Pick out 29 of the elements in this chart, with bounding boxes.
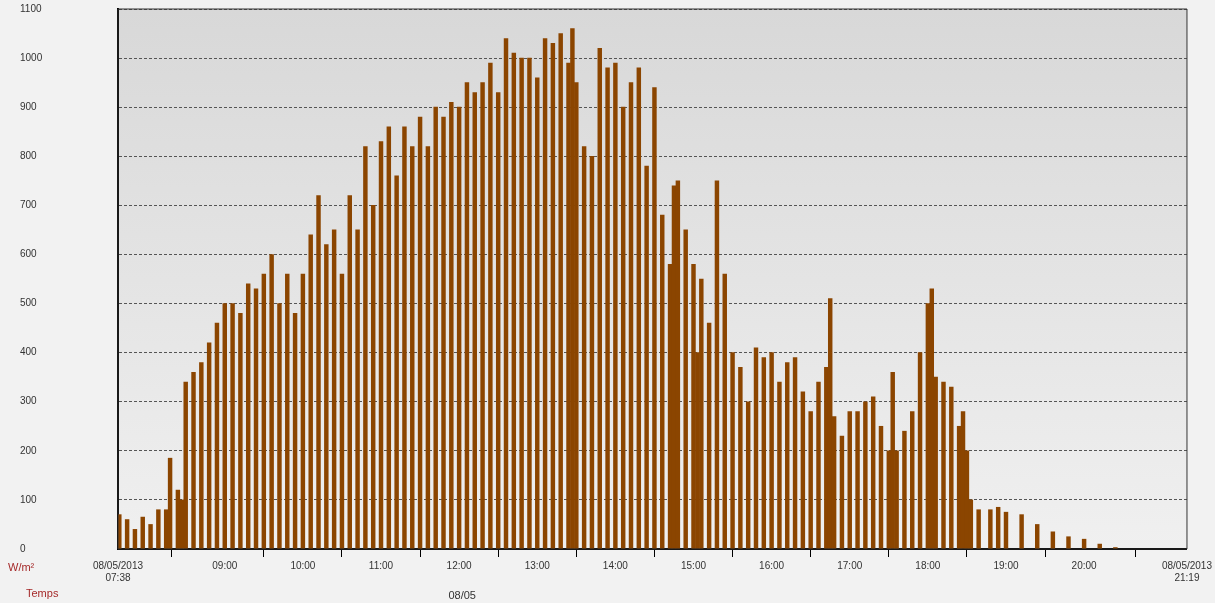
x-tick-label: 15:00 bbox=[680, 559, 707, 571]
y-tick-label: 300 bbox=[20, 395, 38, 407]
y-axis-title: W/m² bbox=[8, 561, 35, 573]
x-tick-label: 16:00 bbox=[759, 559, 785, 571]
y-tick-label: 0 bbox=[20, 542, 26, 554]
x-tick-label: 12:00 bbox=[446, 559, 473, 571]
x-tick-label: 08/05/2013 21:19 bbox=[1161, 559, 1213, 583]
x-tick-label: 13:00 bbox=[524, 559, 551, 571]
x-tick-label: 17:00 bbox=[837, 559, 863, 571]
y-tick-label: 100 bbox=[20, 493, 38, 505]
x-tick-label: 08/05/2013 07:38 bbox=[92, 559, 144, 583]
x-tick-label: 20:00 bbox=[1071, 559, 1098, 571]
x-tick-label: 09:00 bbox=[212, 559, 238, 571]
y-tick-label: 600 bbox=[20, 248, 38, 260]
y-tick-label: 700 bbox=[20, 199, 38, 211]
x-tick-label: 19:00 bbox=[993, 559, 1019, 571]
x-tick-label: 10:00 bbox=[290, 559, 316, 571]
x-axis-title: Temps bbox=[26, 587, 59, 599]
text: 08/05 bbox=[448, 589, 476, 601]
y-tick-label: 900 bbox=[20, 100, 38, 112]
y-tick-label: 1000 bbox=[20, 51, 43, 63]
y-tick-label: 1100 bbox=[20, 2, 42, 14]
y-tick-label: 200 bbox=[20, 444, 38, 456]
x-tick-label: 11:00 bbox=[368, 559, 394, 571]
y-tick-label: 500 bbox=[20, 297, 38, 309]
y-tick-label: 400 bbox=[20, 346, 38, 358]
x-tick-label: 18:00 bbox=[915, 559, 941, 571]
y-tick-label: 800 bbox=[20, 150, 38, 162]
x-tick-label: 14:00 bbox=[602, 559, 629, 571]
